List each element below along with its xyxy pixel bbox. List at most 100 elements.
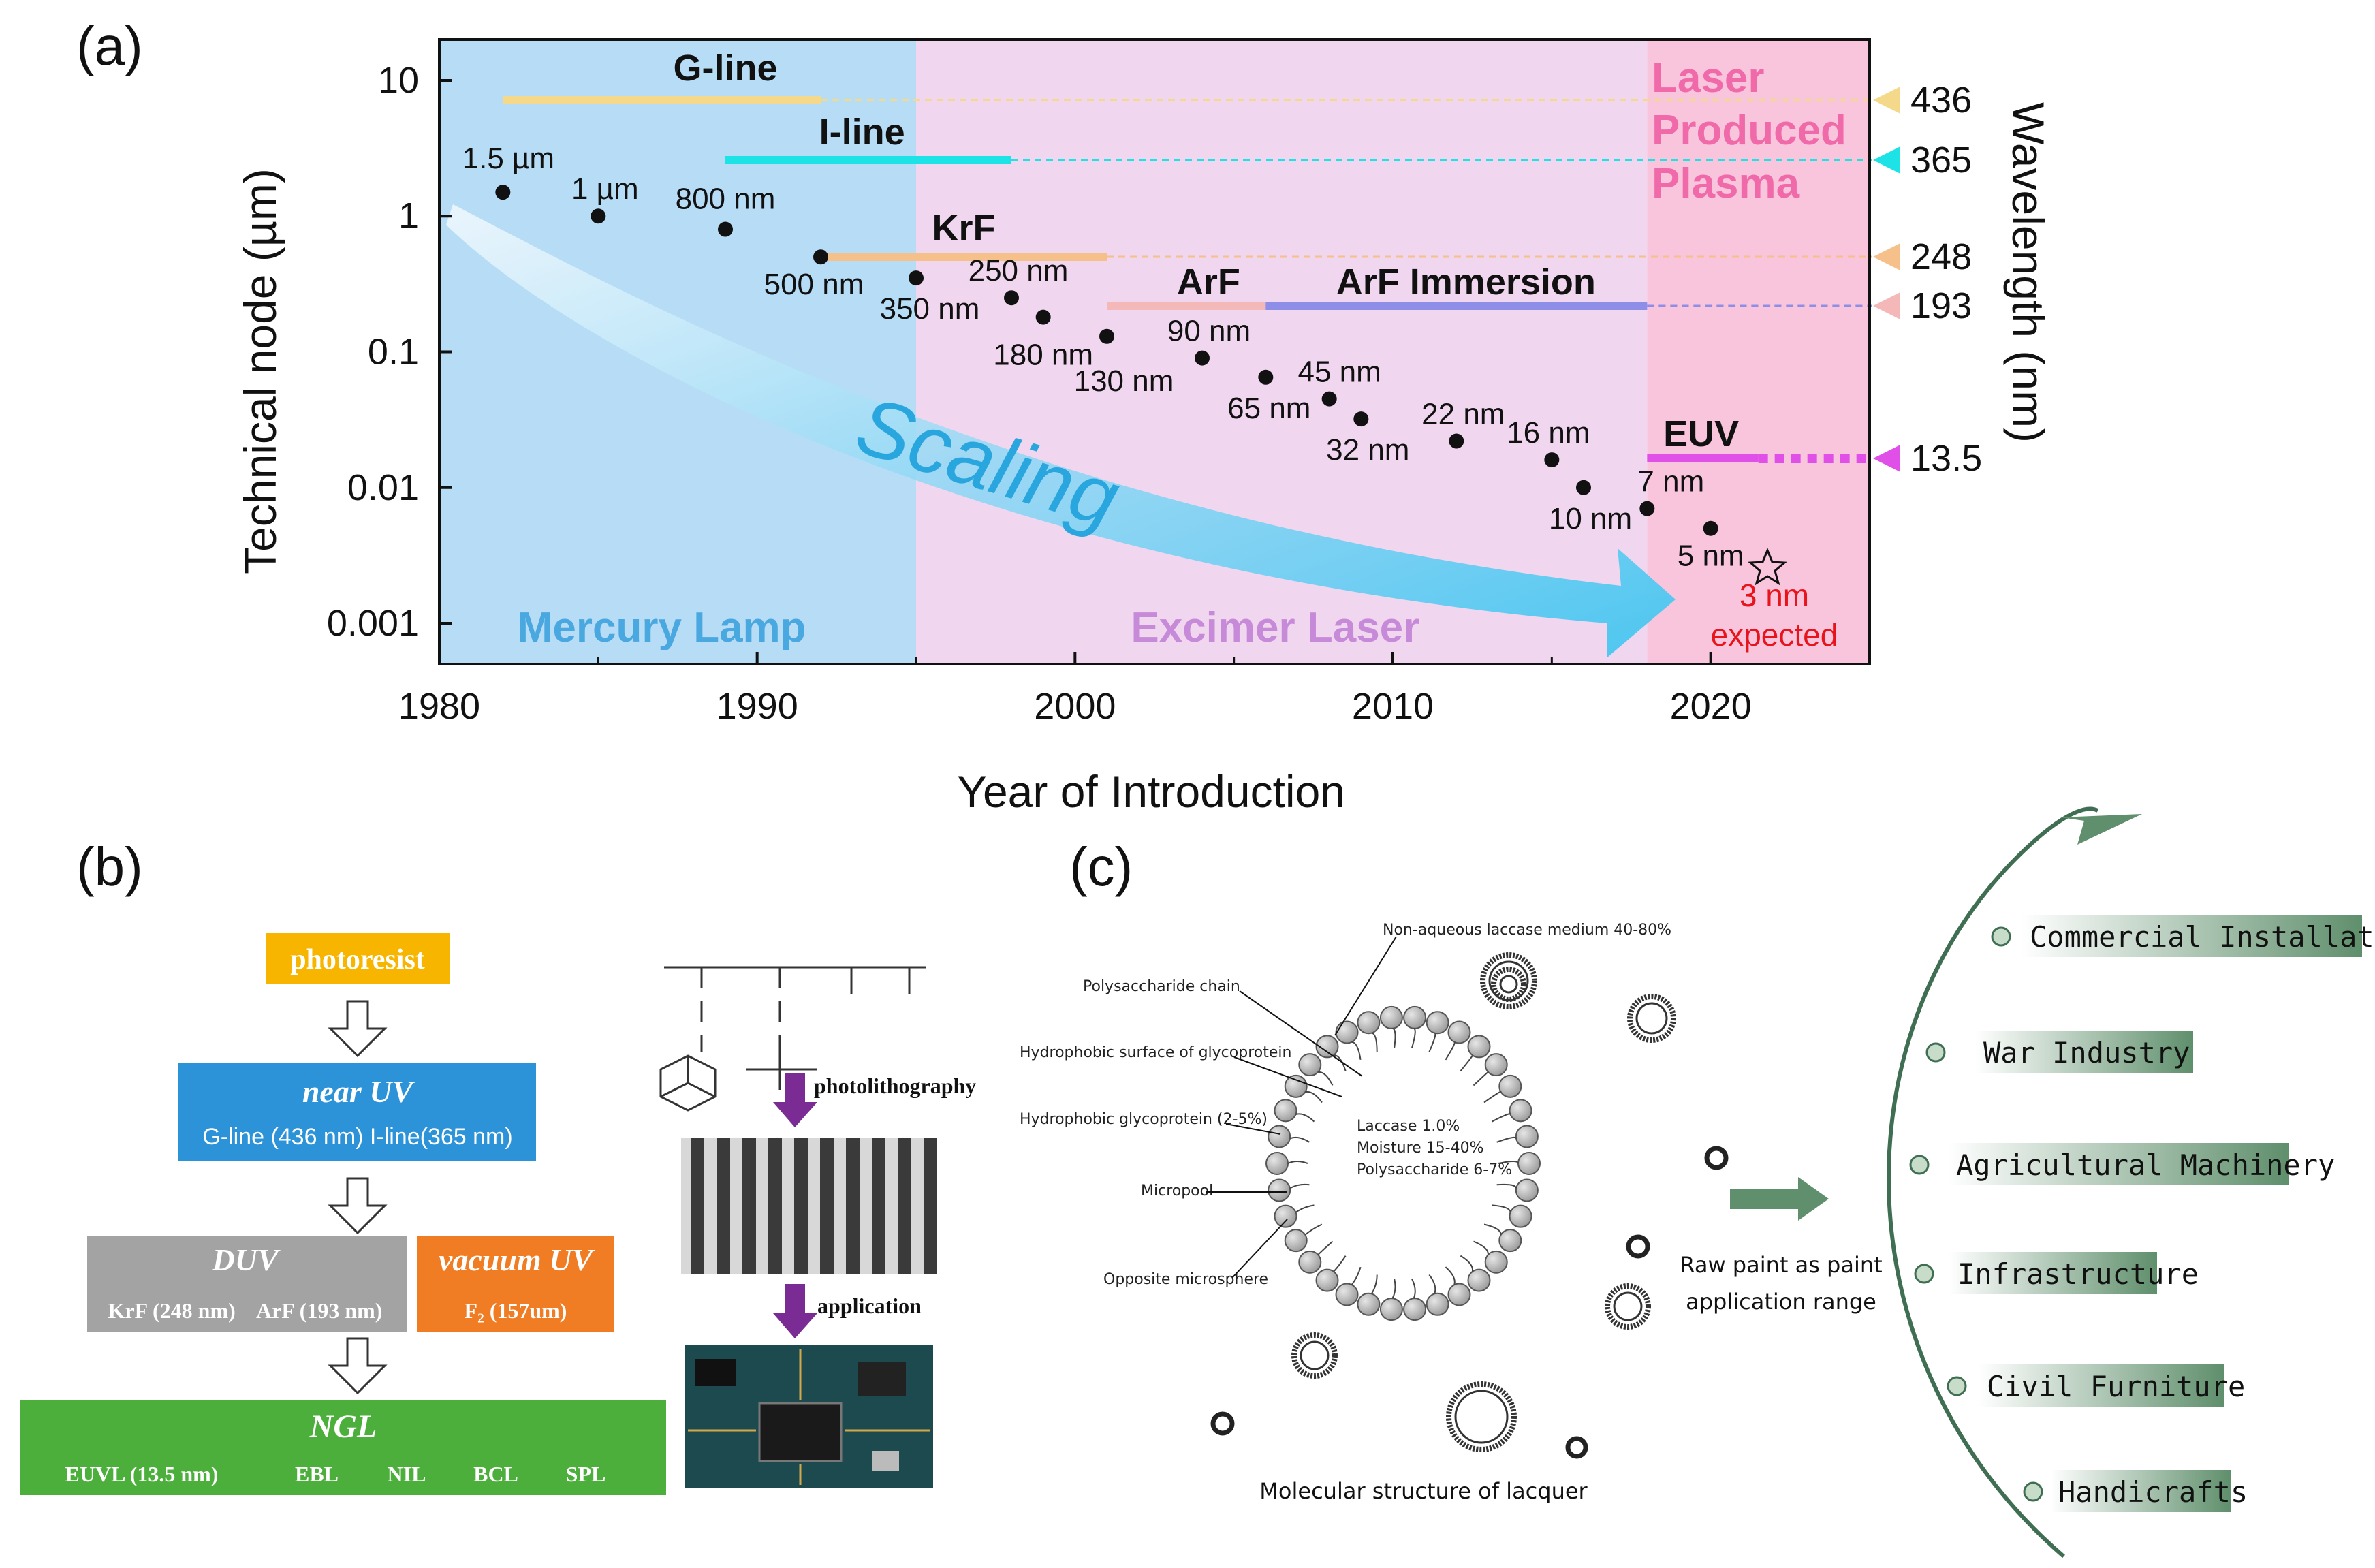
chart-a: Mercury Lamp Excimer Laser Scaling G-line… [235,38,2054,817]
x-tick-label: 2020 [1670,686,1752,727]
application-label: Infrastructure [1957,1257,2199,1291]
micelle-bead [1379,1005,1403,1029]
lipid-tail [1445,1266,1456,1285]
axes: 1980 1990 2000 2010 2020 10 1 0.1 0.01 0.001 [327,38,1871,727]
application-node [1991,926,2011,947]
x-axis-title: Year of Introduction [957,766,1345,817]
micelle-bead [1274,1099,1297,1123]
step-application: application [817,1293,922,1318]
micelle-bead [1509,1099,1532,1123]
x-tick-label: 2000 [1034,686,1116,727]
lacquer-label-medium: Non-aqueous laccase medium 40-80% [1383,922,1671,939]
data-point [909,270,924,286]
down-arrow-icon [328,1177,388,1235]
light-source-label: I-line [819,112,905,153]
vacuum-uv-title: vacuum UV [439,1242,595,1277]
data-label: 180 nm [993,339,1093,372]
lipid-tail [1428,1274,1436,1294]
y-tick-label: 0.1 [368,332,419,373]
micelle-bead [1447,1283,1471,1306]
light-source-label: KrF [932,208,996,249]
vesicle-inner [1300,1340,1330,1370]
vesicle [1491,967,1526,1002]
lacquer-label-surface: Hydrophobic surface of glycoprotein [1020,1044,1291,1061]
micelle-bead [1498,1229,1522,1253]
application-arrow: application [773,1284,922,1338]
data-label: 90 nm [1167,315,1251,348]
micelle-bead [1484,1250,1508,1274]
lipid-tail [1492,1113,1511,1123]
micelle-bead [1298,1053,1322,1077]
lipid-tail [1496,1136,1517,1143]
data-label: 1.5 µm [462,142,554,175]
data-label: 5 nm [1678,539,1744,573]
micelle-bead [1467,1035,1491,1059]
application-bar [2022,915,2362,957]
lipid-tail [1392,1027,1396,1048]
lipid-tail [1305,1091,1323,1103]
ngl-item: BCL [473,1462,518,1486]
data-label: 130 nm [1074,364,1174,398]
wavelength-value: 248 [1910,236,1972,277]
micelle-bead [1426,1292,1449,1316]
data-point [1576,480,1591,495]
lipid-tail [1483,1223,1502,1235]
down-arrow-icon [328,1337,388,1395]
small-vesicle [1626,1234,1650,1259]
micelle-bead [1379,1298,1403,1321]
near-uv-box [178,1063,536,1161]
micelle-bead [1315,1035,1339,1059]
expected-value: 3 nm [1740,578,1809,613]
micelle-bead [1517,1152,1541,1175]
application-label: Commercial Installation [2030,920,2375,954]
lipid-tail [1483,1091,1502,1103]
photoresist-label: photoresist [290,944,425,975]
lacquer-structure: Non-aqueous laccase medium 40-80% Polysa… [1020,922,1883,1504]
lipid-tail [1492,1204,1511,1213]
lipid-tail [1460,1255,1474,1272]
lipid-tail [1334,1054,1347,1071]
data-point [1703,520,1718,536]
wavelength-marker-icon [1873,87,1900,114]
vesicle [1480,952,1537,1009]
y-tick-label: 0.001 [327,603,419,644]
data-label: 250 nm [969,254,1069,287]
lipid-tail [1317,1240,1334,1255]
lpp-line-3: Plasma [1652,160,1800,207]
light-source-bars: G-line 436 I-line 365 KrF 248 ArF 193 ArF Immers… [503,48,1982,479]
data-points: 1.5 µm 1 µm 800 nm 500 nm 350 nm 250 nm 180 nm… [462,142,1744,573]
micelle-bead [1315,1268,1339,1292]
y-tick-label: 10 [378,60,419,101]
data-point [813,249,828,265]
near-uv-sub: G-line (436 nm) I-line(365 nm) [202,1124,512,1150]
application-node [1914,1264,1934,1284]
ngl-box [20,1400,666,1495]
down-arrow-icon [773,1102,817,1127]
panel-label-c: (c) [1069,836,1133,897]
data-label: 16 nm [1507,416,1590,450]
micelle-beads [1210,952,1729,1459]
data-label: 500 nm [764,268,864,301]
lacquer-inner-1: Laccase 1.0% [1357,1118,1460,1135]
application-arc [1886,806,2099,1558]
down-arrow-icon [773,1313,817,1338]
near-uv-title: near UV [302,1074,415,1109]
lipid-tail [1411,1027,1416,1049]
lipid-tail [1371,1032,1378,1052]
application-label: War Industry [1983,1036,2190,1069]
data-label: 7 nm [1637,465,1704,499]
ngl-title: NGL [309,1409,377,1445]
lacquer-inner-2: Moisture 15-40% [1357,1140,1484,1157]
application-label: Agricultural Machinery [1956,1148,2335,1182]
micelle-bead [1268,1125,1291,1148]
lipid-tail [1445,1041,1456,1061]
y-tick-label: 1 [398,195,419,236]
vesicle [1605,1283,1651,1330]
data-point [1449,433,1464,449]
raw-paint-line-2: application range [1686,1289,1876,1315]
application-bar [1949,1252,2157,1294]
ngl-item: NIL [388,1462,426,1486]
down-arrow-icon [328,1000,388,1058]
data-label: 65 nm [1227,392,1310,425]
